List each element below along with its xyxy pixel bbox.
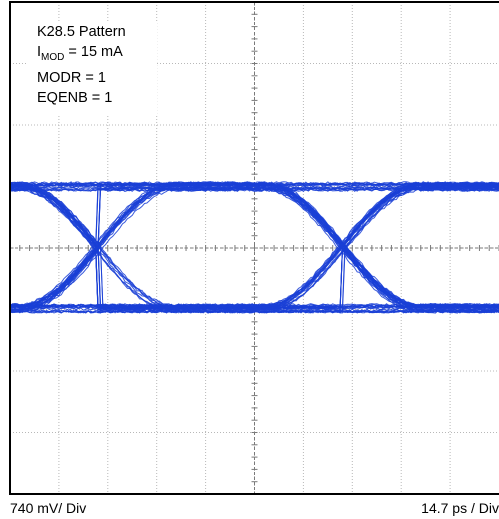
legend-eqenb: EQENB = 1 [37,89,113,106]
legend-modr: MODR = 1 [37,69,106,86]
eye-traces [9,181,499,314]
eye-trace-series-8 [9,184,499,310]
legend-imod-label: I [37,44,42,60]
eye-trace-series-6 [9,188,499,314]
legend-imod-subscript: MOD [41,51,65,63]
eye-trace-series-8 [9,186,499,312]
legend-imod: IMOD = 15 mA [27,42,157,68]
legend-box: K28.5 Pattern IMOD = 15 mA MODR = 1 EQEN… [27,22,157,114]
vertical-scale-label: 740 mV/ Div [10,500,87,516]
legend-imod-value: = 15 mA [64,44,123,60]
horizontal-scale-label: 14.7 ps / Div [421,500,499,516]
eye-trace-series-7 [9,183,499,310]
legend-pattern: K28.5 Pattern [37,24,126,40]
chart-frame [9,1,499,495]
eye-trace-series-9 [9,181,499,306]
eye-trace-series-9 [9,186,499,311]
